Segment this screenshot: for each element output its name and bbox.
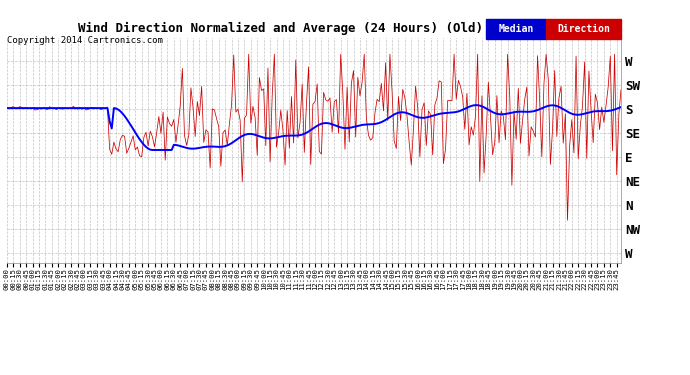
- Text: Copyright 2014 Cartronics.com: Copyright 2014 Cartronics.com: [7, 36, 163, 45]
- Text: Median: Median: [498, 24, 533, 34]
- Bar: [546, 19, 621, 39]
- Title: Wind Direction Normalized and Average (24 Hours) (Old) 20140331: Wind Direction Normalized and Average (2…: [78, 22, 550, 35]
- Bar: [486, 19, 546, 39]
- Text: Direction: Direction: [557, 24, 610, 34]
